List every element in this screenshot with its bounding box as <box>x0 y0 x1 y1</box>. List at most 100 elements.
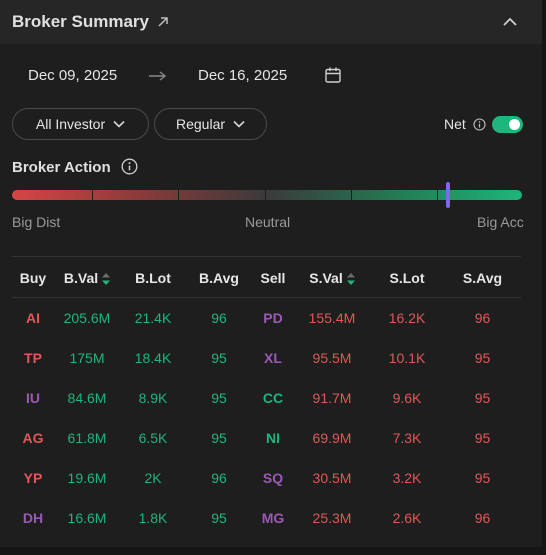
bottom-strip <box>0 547 546 555</box>
end-date[interactable]: Dec 16, 2025 <box>198 67 288 84</box>
buy-broker-code[interactable]: IU <box>26 390 40 406</box>
sell-lot: 10.1K <box>388 350 426 366</box>
gauge-labels: Big Dist Neutral Big Acc <box>0 214 542 230</box>
investor-dropdown[interactable]: All Investor <box>12 108 149 140</box>
sell-broker-code[interactable]: NI <box>266 430 280 446</box>
col-blot: B.Lot <box>120 259 186 298</box>
gauge-separator <box>178 190 179 200</box>
buy-value: 19.6M <box>67 470 107 486</box>
table-row[interactable]: IU 84.6M 8.9K 95 CC 91.7M 9.6K 95 <box>12 378 521 418</box>
buy-broker-code[interactable]: TP <box>24 350 42 366</box>
col-sval-label: S.Val <box>309 270 343 286</box>
col-sval[interactable]: S.Val <box>294 259 370 298</box>
buy-average: 95 <box>211 510 227 526</box>
buy-lot: 8.9K <box>138 390 168 406</box>
divider <box>12 256 521 257</box>
table-row[interactable]: YP 19.6M 2K 96 SQ 30.5M 3.2K 95 <box>12 458 521 498</box>
info-icon[interactable] <box>473 118 486 131</box>
sell-broker-code[interactable]: CC <box>262 390 284 406</box>
sell-lot: 3.2K <box>392 470 422 486</box>
start-date[interactable]: Dec 09, 2025 <box>28 67 118 84</box>
table-row[interactable]: TP 175M 18.4K 95 XL 95.5M 10.1K 95 <box>12 338 521 378</box>
sell-lot: 9.6K <box>392 390 422 406</box>
sell-average: 95 <box>474 430 491 446</box>
sell-broker-code[interactable]: PD <box>263 310 283 326</box>
buy-broker-code[interactable]: DH <box>22 510 44 526</box>
sell-average: 96 <box>474 310 491 326</box>
buy-lot: 18.4K <box>134 350 172 366</box>
panel-title[interactable]: Broker Summary <box>12 12 150 31</box>
net-toggle[interactable] <box>492 116 523 133</box>
external-link-icon[interactable] <box>157 16 169 28</box>
gauge-separator <box>265 190 266 200</box>
toggle-knob <box>509 119 520 130</box>
market-type-label: Regular <box>175 116 226 132</box>
scrollbar-track <box>542 0 546 555</box>
date-range: Dec 09, 2025 Dec 16, 2025 <box>0 64 542 88</box>
table-row[interactable]: AG 61.8M 6.5K 95 NI 69.9M 7.3K 95 <box>12 418 521 458</box>
col-sell: Sell <box>252 259 294 298</box>
gauge-separator <box>351 190 352 200</box>
sell-value: 95.5M <box>312 350 352 366</box>
table-header-row: Buy B.Val B.Lot B.Avg Sell S.Val S.Lot S… <box>12 259 521 298</box>
collapse-button[interactable] <box>500 12 520 32</box>
table-row[interactable]: AI 205.6M 21.4K 96 PD 155.4M 16.2K 96 <box>12 298 521 339</box>
sell-average: 95 <box>474 390 491 406</box>
table-row[interactable]: DH 16.6M 1.8K 95 MG 25.3M 2.6K 96 <box>12 498 521 538</box>
broker-action-gauge <box>12 182 522 208</box>
col-savg: S.Avg <box>444 259 521 298</box>
sell-lot: 7.3K <box>392 430 422 446</box>
broker-action-title: Broker Action <box>12 159 111 176</box>
sell-average: 95 <box>474 470 491 486</box>
buy-value: 16.6M <box>67 510 107 526</box>
sell-value: 30.5M <box>312 470 352 486</box>
chevron-down-icon <box>233 120 245 128</box>
sell-lot: 2.6K <box>392 510 422 526</box>
sort-icon[interactable] <box>346 273 355 286</box>
calendar-icon[interactable] <box>324 66 342 84</box>
broker-table: Buy B.Val B.Lot B.Avg Sell S.Val S.Lot S… <box>12 259 521 538</box>
sell-broker-code[interactable]: XL <box>264 350 282 366</box>
net-label: Net <box>444 116 466 132</box>
sell-lot: 16.2K <box>388 310 426 326</box>
buy-average: 95 <box>211 430 227 446</box>
gauge-separator <box>437 190 438 200</box>
buy-value: 175M <box>69 350 105 366</box>
col-slot: S.Lot <box>370 259 444 298</box>
col-bval[interactable]: B.Val <box>54 259 120 298</box>
big-dist-label: Big Dist <box>12 214 61 230</box>
market-type-dropdown[interactable]: Regular <box>154 108 267 140</box>
sell-broker-code[interactable]: MG <box>261 510 285 526</box>
col-bavg: B.Avg <box>186 259 252 298</box>
sell-value: 25.3M <box>312 510 352 526</box>
buy-average: 96 <box>211 310 227 326</box>
buy-broker-code[interactable]: YP <box>23 470 43 486</box>
sell-broker-code[interactable]: SQ <box>262 470 284 486</box>
buy-value: 84.6M <box>67 390 107 406</box>
chevron-down-icon <box>113 120 125 128</box>
buy-average: 95 <box>211 350 227 366</box>
buy-lot: 21.4K <box>134 310 172 326</box>
buy-value: 205.6M <box>63 310 111 326</box>
neutral-label: Neutral <box>245 214 291 230</box>
buy-average: 96 <box>211 470 227 486</box>
info-icon[interactable] <box>121 158 138 175</box>
investor-dropdown-label: All Investor <box>35 116 106 132</box>
buy-broker-code[interactable]: AI <box>26 310 40 326</box>
chevron-up-icon <box>503 17 517 26</box>
buy-broker-code[interactable]: AG <box>22 430 44 446</box>
buy-value: 61.8M <box>67 430 107 446</box>
buy-lot: 6.5K <box>138 430 168 446</box>
gauge-separator <box>92 190 93 200</box>
gauge-marker <box>446 182 451 208</box>
sort-icon[interactable] <box>102 273 111 286</box>
sell-value: 91.7M <box>312 390 352 406</box>
buy-average: 95 <box>211 390 227 406</box>
big-acc-label: Big Acc <box>477 214 524 230</box>
arrow-right-icon <box>149 71 167 81</box>
col-bval-label: B.Val <box>63 270 99 286</box>
buy-lot: 2K <box>144 470 162 486</box>
col-buy: Buy <box>12 259 54 298</box>
sell-average: 96 <box>474 510 491 526</box>
sell-value: 155.4M <box>308 310 356 326</box>
